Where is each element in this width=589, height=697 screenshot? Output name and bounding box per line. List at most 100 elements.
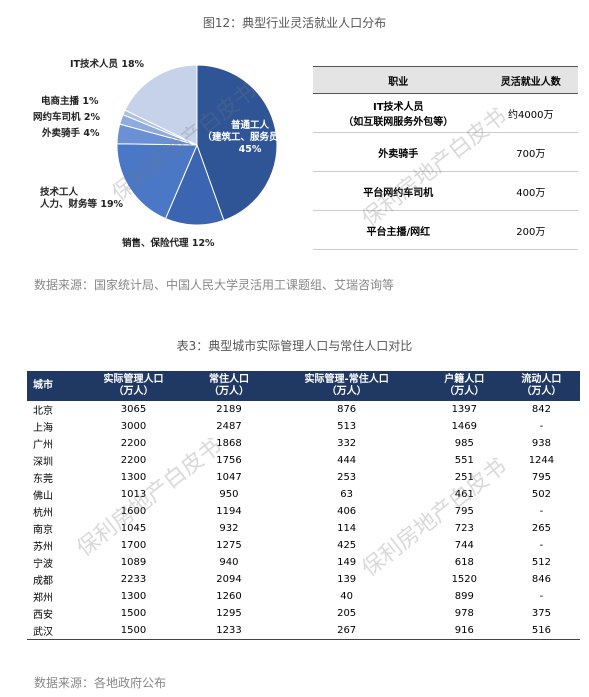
table-cell: 978 <box>454 608 474 619</box>
table-cell: 375 <box>531 608 551 619</box>
table-cell: 253 <box>337 472 357 483</box>
slice-label: 外卖骑手 4% <box>42 128 122 140</box>
city-table: 城市 实际管理人口 （万人） 常住人口 （万人） 实际管理-常住人口 （万人） 户籍人口… <box>27 371 580 640</box>
table-cell: 3065 <box>120 404 147 415</box>
table-row: 东莞 1300 1047 253 251 795 <box>27 469 580 486</box>
figure-title: 图12：典型行业灵活就业人口分布 <box>202 16 387 30</box>
table-cell: 1700 <box>120 540 147 551</box>
slice-value: 19% <box>100 199 124 210</box>
table-cell: 1300 <box>120 472 147 483</box>
table-row: 广州 2200 1868 332 985 938 <box>27 435 580 452</box>
table-cell: 1275 <box>216 540 242 551</box>
table-cell: 3000 <box>120 421 147 432</box>
header-row: 城市 实际管理人口 （万人） 常住人口 （万人） 实际管理-常住人口 （万人） 户籍人口… <box>27 371 580 401</box>
table-source: 数据来源：各地政府公布 <box>34 676 167 690</box>
header-cell: 流动人口 （万人） <box>502 371 580 401</box>
header-cell: 户籍人口 （万人） <box>425 371 503 401</box>
table-cell: - <box>539 506 544 517</box>
table-cell: 1500 <box>76 622 191 640</box>
header-cell: 职业 <box>313 66 484 94</box>
table-cell: 1295 <box>216 608 242 619</box>
table-cell: 广州 <box>33 440 53 451</box>
table-cell: - <box>539 540 544 551</box>
slice-value: 12% <box>191 238 215 249</box>
pie-chart <box>116 64 278 226</box>
table-cell: 40 <box>340 591 353 602</box>
table-cell: 1868 <box>216 438 242 449</box>
slice-category: 网约车司机 <box>33 112 81 123</box>
table-cell: 502 <box>531 489 551 500</box>
table-cell: 2094 <box>216 574 242 585</box>
table-title: 表3：典型城市实际管理人口与常住人口对比 <box>176 339 413 353</box>
slice-label: 普通工人 （建筑工、服务员等） 45% <box>200 120 300 156</box>
table-cell: 618 <box>454 557 474 568</box>
table-cell: 795 <box>531 472 551 483</box>
table-cell: 899 <box>454 591 474 602</box>
table-cell: 平台主播/网红 <box>313 210 484 250</box>
table-cell: 723 <box>454 523 474 534</box>
table-cell: 2200 <box>120 455 147 466</box>
table-cell: 1520 <box>451 574 478 585</box>
table-cell: 1013 <box>120 489 147 500</box>
table-cell: 1045 <box>120 523 147 534</box>
header-cell: 实际管理-常住人口 （万人） <box>267 371 426 401</box>
header-cell: 实际管理人口 （万人） <box>76 371 191 401</box>
slice-category: 销售、保险代理 <box>122 238 189 249</box>
table-cell: 425 <box>337 540 357 551</box>
table-cell: 苏州 <box>33 542 53 553</box>
table-cell: 西安 <box>33 610 53 621</box>
table-cell: 461 <box>454 489 474 500</box>
figure-source: 数据来源：国家统计局、中国人民大学灵活用工课题组、艾瑞咨询等 <box>34 278 395 292</box>
table-cell: 932 <box>219 523 239 534</box>
table-cell: 200万 <box>483 210 578 250</box>
table-cell: 516 <box>502 622 580 640</box>
table-cell: 佛山 <box>33 491 53 502</box>
table-cell: 267 <box>267 622 426 640</box>
table-cell: 1300 <box>120 591 147 602</box>
pie-slice <box>124 64 198 146</box>
table-cell: 985 <box>454 438 474 449</box>
header-row: 职业 灵活就业人数 <box>313 66 578 94</box>
slice-label: 销售、保险代理 12% <box>122 238 232 250</box>
table-row: 苏州 1700 1275 425 744 - <box>27 537 580 554</box>
table-cell: 938 <box>531 438 551 449</box>
slice-category: 技术工人 人力、财务等 <box>40 187 98 210</box>
table-cell: IT技术人员 （如互联网服务外包等） <box>313 93 484 133</box>
slice-label: 网约车司机 2% <box>33 112 123 124</box>
header-cell: 常住人口 （万人） <box>190 371 268 401</box>
slice-category: 外卖骑手 <box>42 128 81 139</box>
table-cell: 1469 <box>451 421 478 432</box>
table-cell: 南京 <box>33 525 53 536</box>
table-cell: 1233 <box>190 622 268 640</box>
table-cell: 1047 <box>216 472 242 483</box>
table-cell: 平台网约车司机 <box>313 171 484 211</box>
table-cell: 551 <box>454 455 474 466</box>
table-cell: 265 <box>531 523 551 534</box>
table-cell: 2189 <box>216 404 242 415</box>
table-cell: 444 <box>337 455 357 466</box>
table-row: 平台主播/网红 200万 <box>313 210 578 250</box>
table-cell: 205 <box>337 608 357 619</box>
table-cell: 332 <box>337 438 357 449</box>
table-cell: 成都 <box>33 576 53 587</box>
slice-value: 1% <box>82 96 99 107</box>
table-cell: 916 <box>425 622 503 640</box>
table-row: 佛山 1013 950 63 461 502 <box>27 486 580 503</box>
table-row: 武汉 1500 1233 267 916 516 <box>27 622 580 640</box>
slice-value: 18% <box>121 59 145 70</box>
table-cell: 上海 <box>33 423 53 434</box>
table-cell: 400万 <box>483 171 578 211</box>
slice-label: IT技术人员 18% <box>70 59 170 71</box>
table-row: 深圳 2200 1756 444 551 1244 <box>27 452 580 469</box>
table-cell: 251 <box>454 472 474 483</box>
table-cell: 700万 <box>483 132 578 172</box>
table-row: 上海 3000 2487 513 1469 - <box>27 418 580 435</box>
table-cell: 846 <box>531 574 551 585</box>
slice-value: 4% <box>83 128 100 139</box>
table-cell: 1500 <box>120 608 147 619</box>
table-cell: 744 <box>454 540 474 551</box>
table-cell: 2200 <box>120 438 147 449</box>
table-cell: 外卖骑手 <box>313 132 484 172</box>
table-row: 杭州 1600 1194 406 795 - <box>27 503 580 520</box>
